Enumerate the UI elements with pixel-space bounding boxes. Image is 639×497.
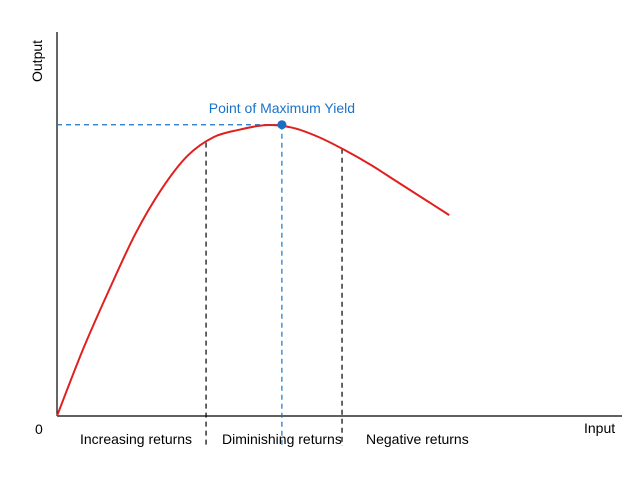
region-label-diminishing: Diminishing returns	[222, 431, 342, 447]
region-label-negative: Negative returns	[366, 431, 469, 447]
region-label-increasing: Increasing returns	[80, 431, 192, 447]
production-curve	[56, 124, 450, 417]
guide-lines	[57, 124, 343, 446]
x-axis-label: Input	[584, 420, 615, 436]
max-yield-annotation: Point of Maximum Yield	[209, 100, 355, 116]
y-axis-label: Output	[29, 40, 45, 82]
origin-label: 0	[35, 421, 43, 437]
max-yield-point	[277, 120, 287, 130]
